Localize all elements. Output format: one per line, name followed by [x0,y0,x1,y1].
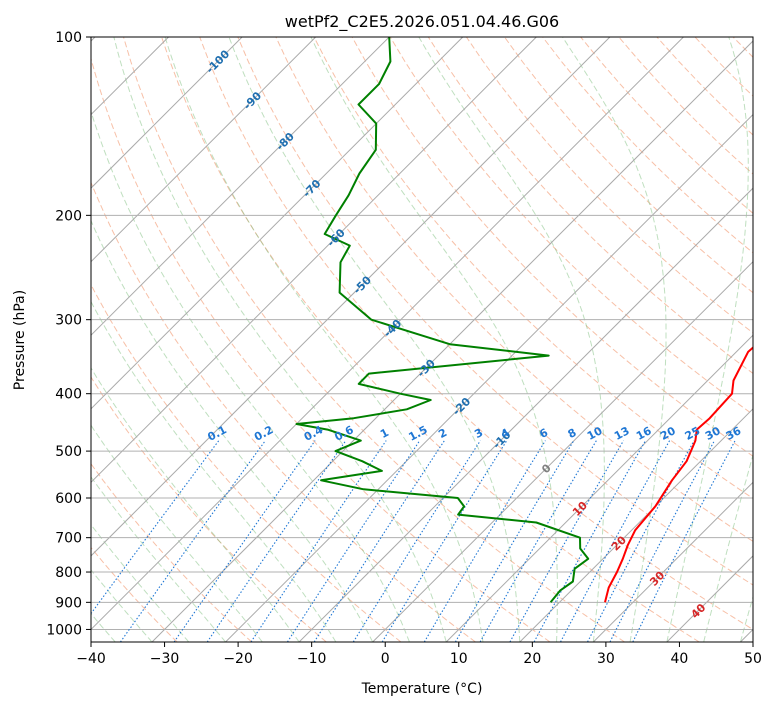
dry-adiabats [91,37,753,642]
mixing-ratio-line [587,440,695,642]
x-tick-label: 0 [381,651,390,667]
mixing-ratio-lines [91,440,736,642]
dry-adiabat [91,546,178,642]
isotherm-line [445,334,753,642]
dry-adiabat [91,56,551,642]
sounding-profiles [295,37,753,603]
isotherm-line [91,37,317,263]
y-tick-label: 1000 [46,622,82,638]
moist-adiabat [91,109,410,642]
y-tick-label: 600 [55,491,82,507]
dry-adiabat [427,37,753,375]
x-axis-ticks: −40 −30 −20 −10 0 10 20 30 40 50 [76,642,762,667]
x-tick-label: 20 [523,651,541,667]
mixing-ratio-label: 10 [585,424,605,443]
y-tick-label: 800 [55,565,82,581]
isotherm-line [372,260,753,642]
plot-area [91,37,753,642]
temperature-profile [604,346,753,603]
x-tick-label: 10 [450,651,468,667]
mixing-ratio-line [286,440,421,642]
mixing-ratio-line [313,440,445,642]
y-tick-label: 700 [55,531,82,547]
mixing-ratio-line [173,440,316,642]
chart-title: wetPf2_C2E5.2026.051.04.46.G06 [285,12,559,32]
isotherm-line [91,37,611,557]
moist-adiabat [228,37,521,642]
mixing-ratio-line [454,440,575,642]
mixing-ratio-line [609,440,715,642]
isotherm-line [225,113,753,642]
x-tick-label: 50 [744,651,762,667]
y-axis-title: Pressure (hPa) [12,290,28,390]
mixing-ratio-line [560,440,671,642]
mixing-ratio-label: 36 [724,424,744,443]
mixing-ratio-line [423,440,546,642]
isotherm-line [91,37,390,336]
plot-frame [90,36,754,643]
moist-adiabat [666,37,749,642]
mixing-ratio-line [479,440,597,642]
x-axis-title: Temperature (°C) [361,681,483,697]
moist-adiabat [562,37,667,642]
mixing-ratio-label: 13 [612,424,632,443]
isotherm-line [91,37,684,631]
moist-adiabat [91,523,190,642]
moist-adiabat [164,37,484,642]
x-tick-label: −10 [297,651,327,667]
isotherm-grid [91,37,753,642]
dry-adiabat [504,37,753,294]
y-tick-label: 900 [55,595,82,611]
mixing-ratio-label: 16 [634,424,654,443]
isotherm-line [592,481,753,642]
mixing-ratio-line [381,440,508,642]
moist-adiabat [91,219,374,642]
mixing-ratio-line [206,440,347,642]
x-tick-label: 40 [671,651,689,667]
moist-adiabat [418,37,605,642]
moist-adiabats [91,37,753,642]
moist-adiabat [91,424,263,642]
mixing-ratio-line [352,440,481,642]
dry-adiabat [91,181,476,642]
dry-adiabat [313,37,753,500]
mixing-ratio-label: 25 [683,424,703,443]
moist-adiabat [310,37,558,642]
moist-adiabat [113,37,447,642]
moist-adiabat [91,476,226,642]
mixing-ratio-label: 20 [658,424,678,443]
mixing-ratio-label: 30 [703,424,723,443]
y-tick-label: 100 [55,30,82,46]
dry-adiabat [389,37,753,416]
plot-content: -100-90-80-70-60-50-40-30-20-10010203040… [91,37,753,642]
isotherm-line [91,37,537,484]
dry-adiabat [91,463,253,642]
isotherm-line [298,187,753,642]
x-tick-label: 30 [597,651,615,667]
x-tick-label: −20 [223,651,253,667]
isotherm-line [91,37,243,189]
y-tick-label: 300 [55,313,82,329]
y-tick-label: 500 [55,444,82,460]
x-tick-label: −40 [76,651,106,667]
x-tick-label: −30 [150,651,180,667]
dewpoint-profile [295,37,590,603]
dry-adiabat [123,37,625,642]
isotherm-line [151,40,753,642]
isotherm-line [519,408,753,642]
moist-adiabat [91,300,337,642]
pressure-gridlines [91,37,753,630]
y-axis-ticks: 100 200 300 400 500 600 700 800 900 1000 [46,30,91,638]
isotherm-line [91,37,464,410]
y-tick-label: 400 [55,387,82,403]
dry-adiabat [237,37,753,586]
moist-adiabat [91,569,153,642]
y-tick-label: 200 [55,208,82,224]
moist-adiabat [91,367,300,642]
